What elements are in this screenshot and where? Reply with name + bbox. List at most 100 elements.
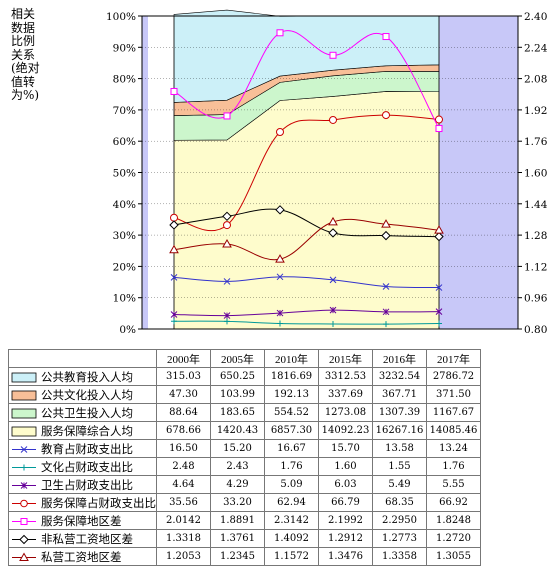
table-cell: 1.3318 <box>156 529 211 548</box>
series-service-ratio-point <box>329 115 337 124</box>
series-service-ratio-point <box>170 213 178 222</box>
y-right-tick-label: 2.24 <box>524 42 548 54</box>
y-left-tick-label: 0% <box>119 324 136 336</box>
legend-entry: 文化占财政支出比 <box>8 457 157 476</box>
table-cell: 16.50 <box>156 439 211 458</box>
table-cell: 2786.72 <box>426 367 481 386</box>
series-health-ratio-point <box>276 309 284 317</box>
table-cell: 371.50 <box>426 385 481 404</box>
series-private-wage-diff-point <box>381 219 391 228</box>
series-service-ratio <box>170 111 443 232</box>
series-service-ratio-point <box>435 115 443 124</box>
table-row: 服务保障地区差 2.0142 1.8891 2.3142 2.1992 2.2950 1.8… <box>8 511 481 530</box>
series-service-regional-diff-point <box>329 51 337 59</box>
legend-label: 文化占财政支出比 <box>41 461 133 474</box>
legend-entry: 服务保障综合人均 <box>8 421 157 440</box>
table-cell: 1.76 <box>264 457 319 476</box>
y-right-tick-label: 2.40 <box>524 11 547 23</box>
table-cell: 4.64 <box>156 475 211 494</box>
table-row: 卫生占财政支出比 4.64 4.29 5.09 6.03 5.49 5.55 <box>8 475 481 494</box>
series-private-wage-diff-point <box>169 244 179 254</box>
x-category-label: 2010年 <box>264 349 319 368</box>
table-cell: 13.24 <box>426 439 481 458</box>
series-culture-ratio-point <box>436 320 442 327</box>
table-cell: 1273.08 <box>318 403 373 422</box>
table-cell: 1420.43 <box>210 421 265 440</box>
table-cell: 678.66 <box>156 421 211 440</box>
series-nonprivate-wage-diff-point <box>381 230 391 241</box>
table-cell: 315.03 <box>156 367 211 386</box>
y-left-tick-label: 70% <box>113 105 136 117</box>
series-service-regional-diff-point <box>435 125 443 133</box>
series-service-regional-diff-point <box>170 87 178 95</box>
legend-entry: 教育占财政支出比 <box>8 439 157 458</box>
series-nonprivate-wage-diff-point <box>222 211 232 222</box>
table-cell: 35.56 <box>156 493 211 512</box>
table-cell: 68.35 <box>372 493 427 512</box>
y-left-tick-label: 90% <box>113 42 136 54</box>
table-cell: 66.79 <box>318 493 373 512</box>
table-cell: 14092.23 <box>318 421 373 440</box>
legend-entry: 公共教育投入人均 <box>8 367 157 386</box>
series-culture-ratio-point <box>330 320 336 327</box>
table-cell: 2.1992 <box>318 511 373 530</box>
table-row: 公共卫生投入人均 88.64 183.65 554.52 1273.08 1307.39 1… <box>8 403 481 422</box>
series-service-ratio-point <box>276 127 284 136</box>
table-cell: 14085.46 <box>426 421 481 440</box>
x-category-label: 2000年 <box>156 349 211 368</box>
table-row: 服务保障综合人均 678.66 1420.43 6857.30 14092.23 1626… <box>8 421 481 440</box>
legend-key <box>11 516 37 527</box>
legend-key <box>11 408 37 419</box>
table-cell: 1.2773 <box>372 529 427 548</box>
legend-entry: 非私营工资地区差 <box>8 529 157 548</box>
series-education-ratio-point <box>223 278 231 285</box>
series-private-wage-diff-point <box>275 254 285 263</box>
series-health-ratio-point <box>329 306 337 314</box>
table-header-row: 2000年 2005年 2010年 2015年 2016年 2017年 <box>8 349 481 368</box>
series-education-ratio-point <box>329 276 337 284</box>
legend-label: 公共卫生投入人均 <box>41 407 133 420</box>
table-cell: 6857.30 <box>264 421 319 440</box>
legend-entry: 公共卫生投入人均 <box>8 403 157 422</box>
table-cell: 3312.53 <box>318 367 373 386</box>
table-cell: 2.3142 <box>264 511 319 530</box>
series-health-ratio-line <box>173 309 440 317</box>
table-cell: 2.48 <box>156 457 211 476</box>
y-left-tick-label: 30% <box>113 230 136 242</box>
y-right-tick-label: 0.80 <box>524 324 547 336</box>
table-cell: 66.92 <box>426 493 481 512</box>
table-cell: 4.29 <box>210 475 265 494</box>
series-education-ratio <box>170 273 443 291</box>
table-cell: 1.4092 <box>264 529 319 548</box>
table-cell: 62.94 <box>264 493 319 512</box>
y-left-tick-label: 10% <box>113 293 136 305</box>
series-nonprivate-wage-diff-point <box>328 228 338 238</box>
series-nonprivate-wage-diff-point <box>275 205 285 215</box>
table-cell: 5.09 <box>264 475 319 494</box>
series-service-ratio-point <box>382 111 390 120</box>
legend-label: 公共文化投入人均 <box>41 389 133 402</box>
table-cell: 5.49 <box>372 475 427 494</box>
table-cell: 192.13 <box>264 385 319 404</box>
legend-key <box>11 534 37 545</box>
legend-entry: 卫生占财政支出比 <box>8 475 157 494</box>
y-right-tick-label: 1.12 <box>524 261 547 273</box>
table-cell: 337.69 <box>318 385 373 404</box>
table-cell: 1.2912 <box>318 529 373 548</box>
legend-label: 非私营工资地区差 <box>41 533 133 546</box>
table-row: 私营工资地区差 1.2053 1.2345 1.1572 1.3476 1.3358 1.3… <box>8 547 481 566</box>
series-culture-ratio-point <box>383 321 389 328</box>
table-row: 公共教育投入人均 315.03 650.25 1816.69 3312.53 3232.5… <box>8 367 481 386</box>
legend-label: 卫生占财政支出比 <box>41 479 133 492</box>
series-nonprivate-wage-diff-point <box>434 231 444 242</box>
series-health-ratio <box>170 306 443 319</box>
table-cell: 3232.54 <box>372 367 427 386</box>
table-cell: 1816.69 <box>264 367 319 386</box>
series-private-wage-diff-point <box>328 216 338 226</box>
legend-key <box>11 444 37 455</box>
table-cell: 1.8891 <box>210 511 265 530</box>
y-right-tick-label: 1.76 <box>524 136 548 148</box>
table-cell: 367.71 <box>372 385 427 404</box>
y-right-tick-label: 1.60 <box>524 168 547 180</box>
table-row: 教育占财政支出比 16.50 15.20 16.67 15.70 13.58 13.24 <box>8 439 481 458</box>
